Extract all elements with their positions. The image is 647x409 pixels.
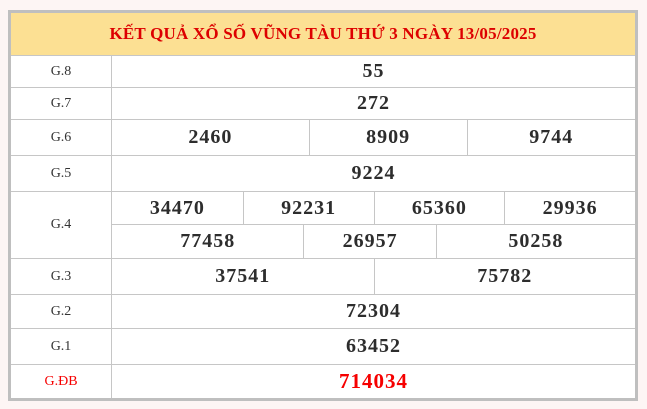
prize-row-g1: G.1 63452: [11, 328, 635, 364]
result-number: 55: [362, 60, 385, 82]
prize-label-g3: G.3: [11, 259, 112, 294]
result-number: 34470: [149, 196, 205, 219]
prize-row-special: G.ĐB 714034: [11, 364, 635, 398]
prize-row-g3: G.3 37541 75782: [11, 258, 635, 294]
result-number: 29936: [504, 192, 635, 224]
result-number: 26957: [303, 225, 435, 258]
prize-row-g6: G.6 2460 8909 9744: [11, 119, 635, 155]
result-number: 72304: [346, 300, 401, 322]
prize-row-g7: G.7 272: [11, 87, 635, 119]
prize-row-g2: G.2 72304: [11, 294, 635, 328]
result-number: 37541: [215, 265, 271, 287]
prize-label-g1: G.1: [11, 329, 112, 364]
result-number: 75782: [373, 259, 636, 294]
special-prize-number: 714034: [339, 369, 408, 393]
prize-row-g5: G.5 9224: [11, 155, 635, 191]
prize-row-g4: G.4 34470 92231 65360 29936 77458 26957 …: [11, 191, 635, 258]
result-number: 50258: [435, 225, 635, 258]
prize-label-g2: G.2: [11, 295, 112, 328]
result-number: 9224: [351, 162, 396, 184]
result-number: 9744: [466, 120, 635, 155]
result-number: 63452: [346, 335, 401, 357]
prize-row-g8: G.8 55: [11, 55, 635, 87]
prize-label-g6: G.6: [11, 120, 112, 155]
prize-label-g7: G.7: [11, 88, 112, 119]
result-number: 2460: [188, 126, 233, 148]
result-number: 8909: [308, 120, 467, 155]
result-number: 65360: [373, 192, 505, 224]
prize-label-special: G.ĐB: [11, 365, 112, 398]
result-number: 272: [357, 92, 390, 114]
result-number: 77458: [180, 230, 236, 252]
lottery-results-table: KẾT QUẢ XỔ SỐ VŨNG TÀU THỨ 3 NGÀY 13/05/…: [8, 10, 638, 401]
results-title: KẾT QUẢ XỔ SỐ VŨNG TÀU THỨ 3 NGÀY 13/05/…: [11, 13, 635, 55]
result-number: 92231: [242, 192, 374, 224]
prize-label-g4: G.4: [11, 192, 112, 258]
prize-label-g8: G.8: [11, 56, 112, 87]
prize-label-g5: G.5: [11, 156, 112, 191]
